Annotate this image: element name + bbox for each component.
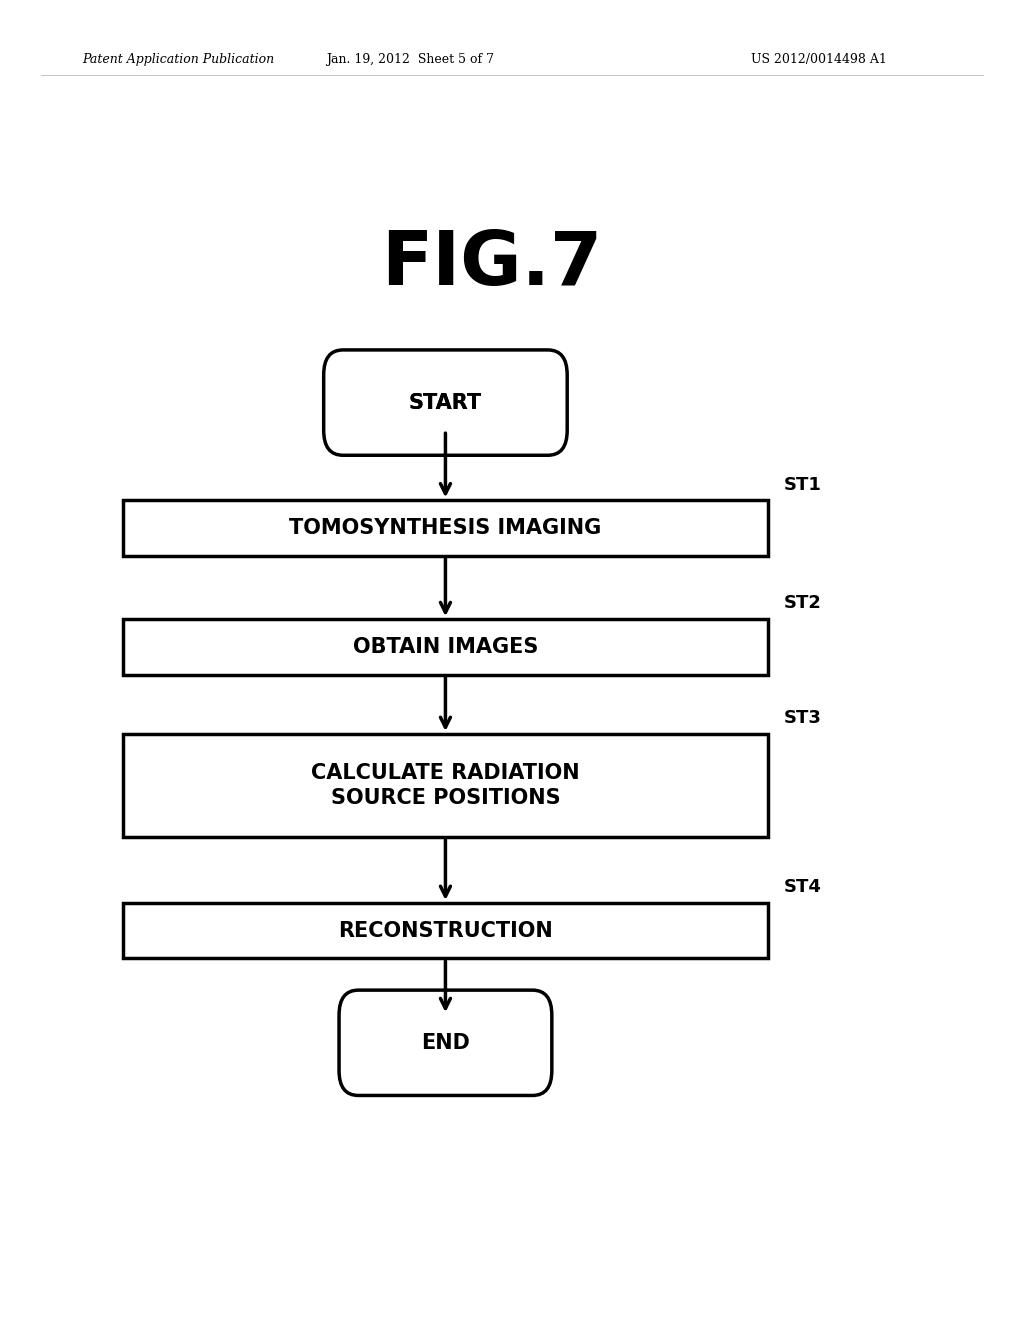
Text: US 2012/0014498 A1: US 2012/0014498 A1 xyxy=(752,53,887,66)
FancyBboxPatch shape xyxy=(123,500,768,556)
Text: ST1: ST1 xyxy=(783,475,821,494)
Text: OBTAIN IMAGES: OBTAIN IMAGES xyxy=(352,636,539,657)
FancyBboxPatch shape xyxy=(339,990,552,1096)
Text: CALCULATE RADIATION
SOURCE POSITIONS: CALCULATE RADIATION SOURCE POSITIONS xyxy=(311,763,580,808)
FancyBboxPatch shape xyxy=(324,350,567,455)
FancyBboxPatch shape xyxy=(123,619,768,675)
Text: Jan. 19, 2012  Sheet 5 of 7: Jan. 19, 2012 Sheet 5 of 7 xyxy=(326,53,494,66)
FancyBboxPatch shape xyxy=(123,903,768,958)
FancyBboxPatch shape xyxy=(123,734,768,837)
Text: TOMOSYNTHESIS IMAGING: TOMOSYNTHESIS IMAGING xyxy=(290,517,601,539)
Text: FIG.7: FIG.7 xyxy=(381,227,602,301)
Text: START: START xyxy=(409,392,482,413)
Text: ST2: ST2 xyxy=(783,594,821,612)
Text: Patent Application Publication: Patent Application Publication xyxy=(82,53,274,66)
Text: ST4: ST4 xyxy=(783,878,821,896)
Text: RECONSTRUCTION: RECONSTRUCTION xyxy=(338,920,553,941)
Text: START: START xyxy=(409,392,482,413)
Text: END: END xyxy=(421,1032,470,1053)
Text: ST3: ST3 xyxy=(783,709,821,727)
